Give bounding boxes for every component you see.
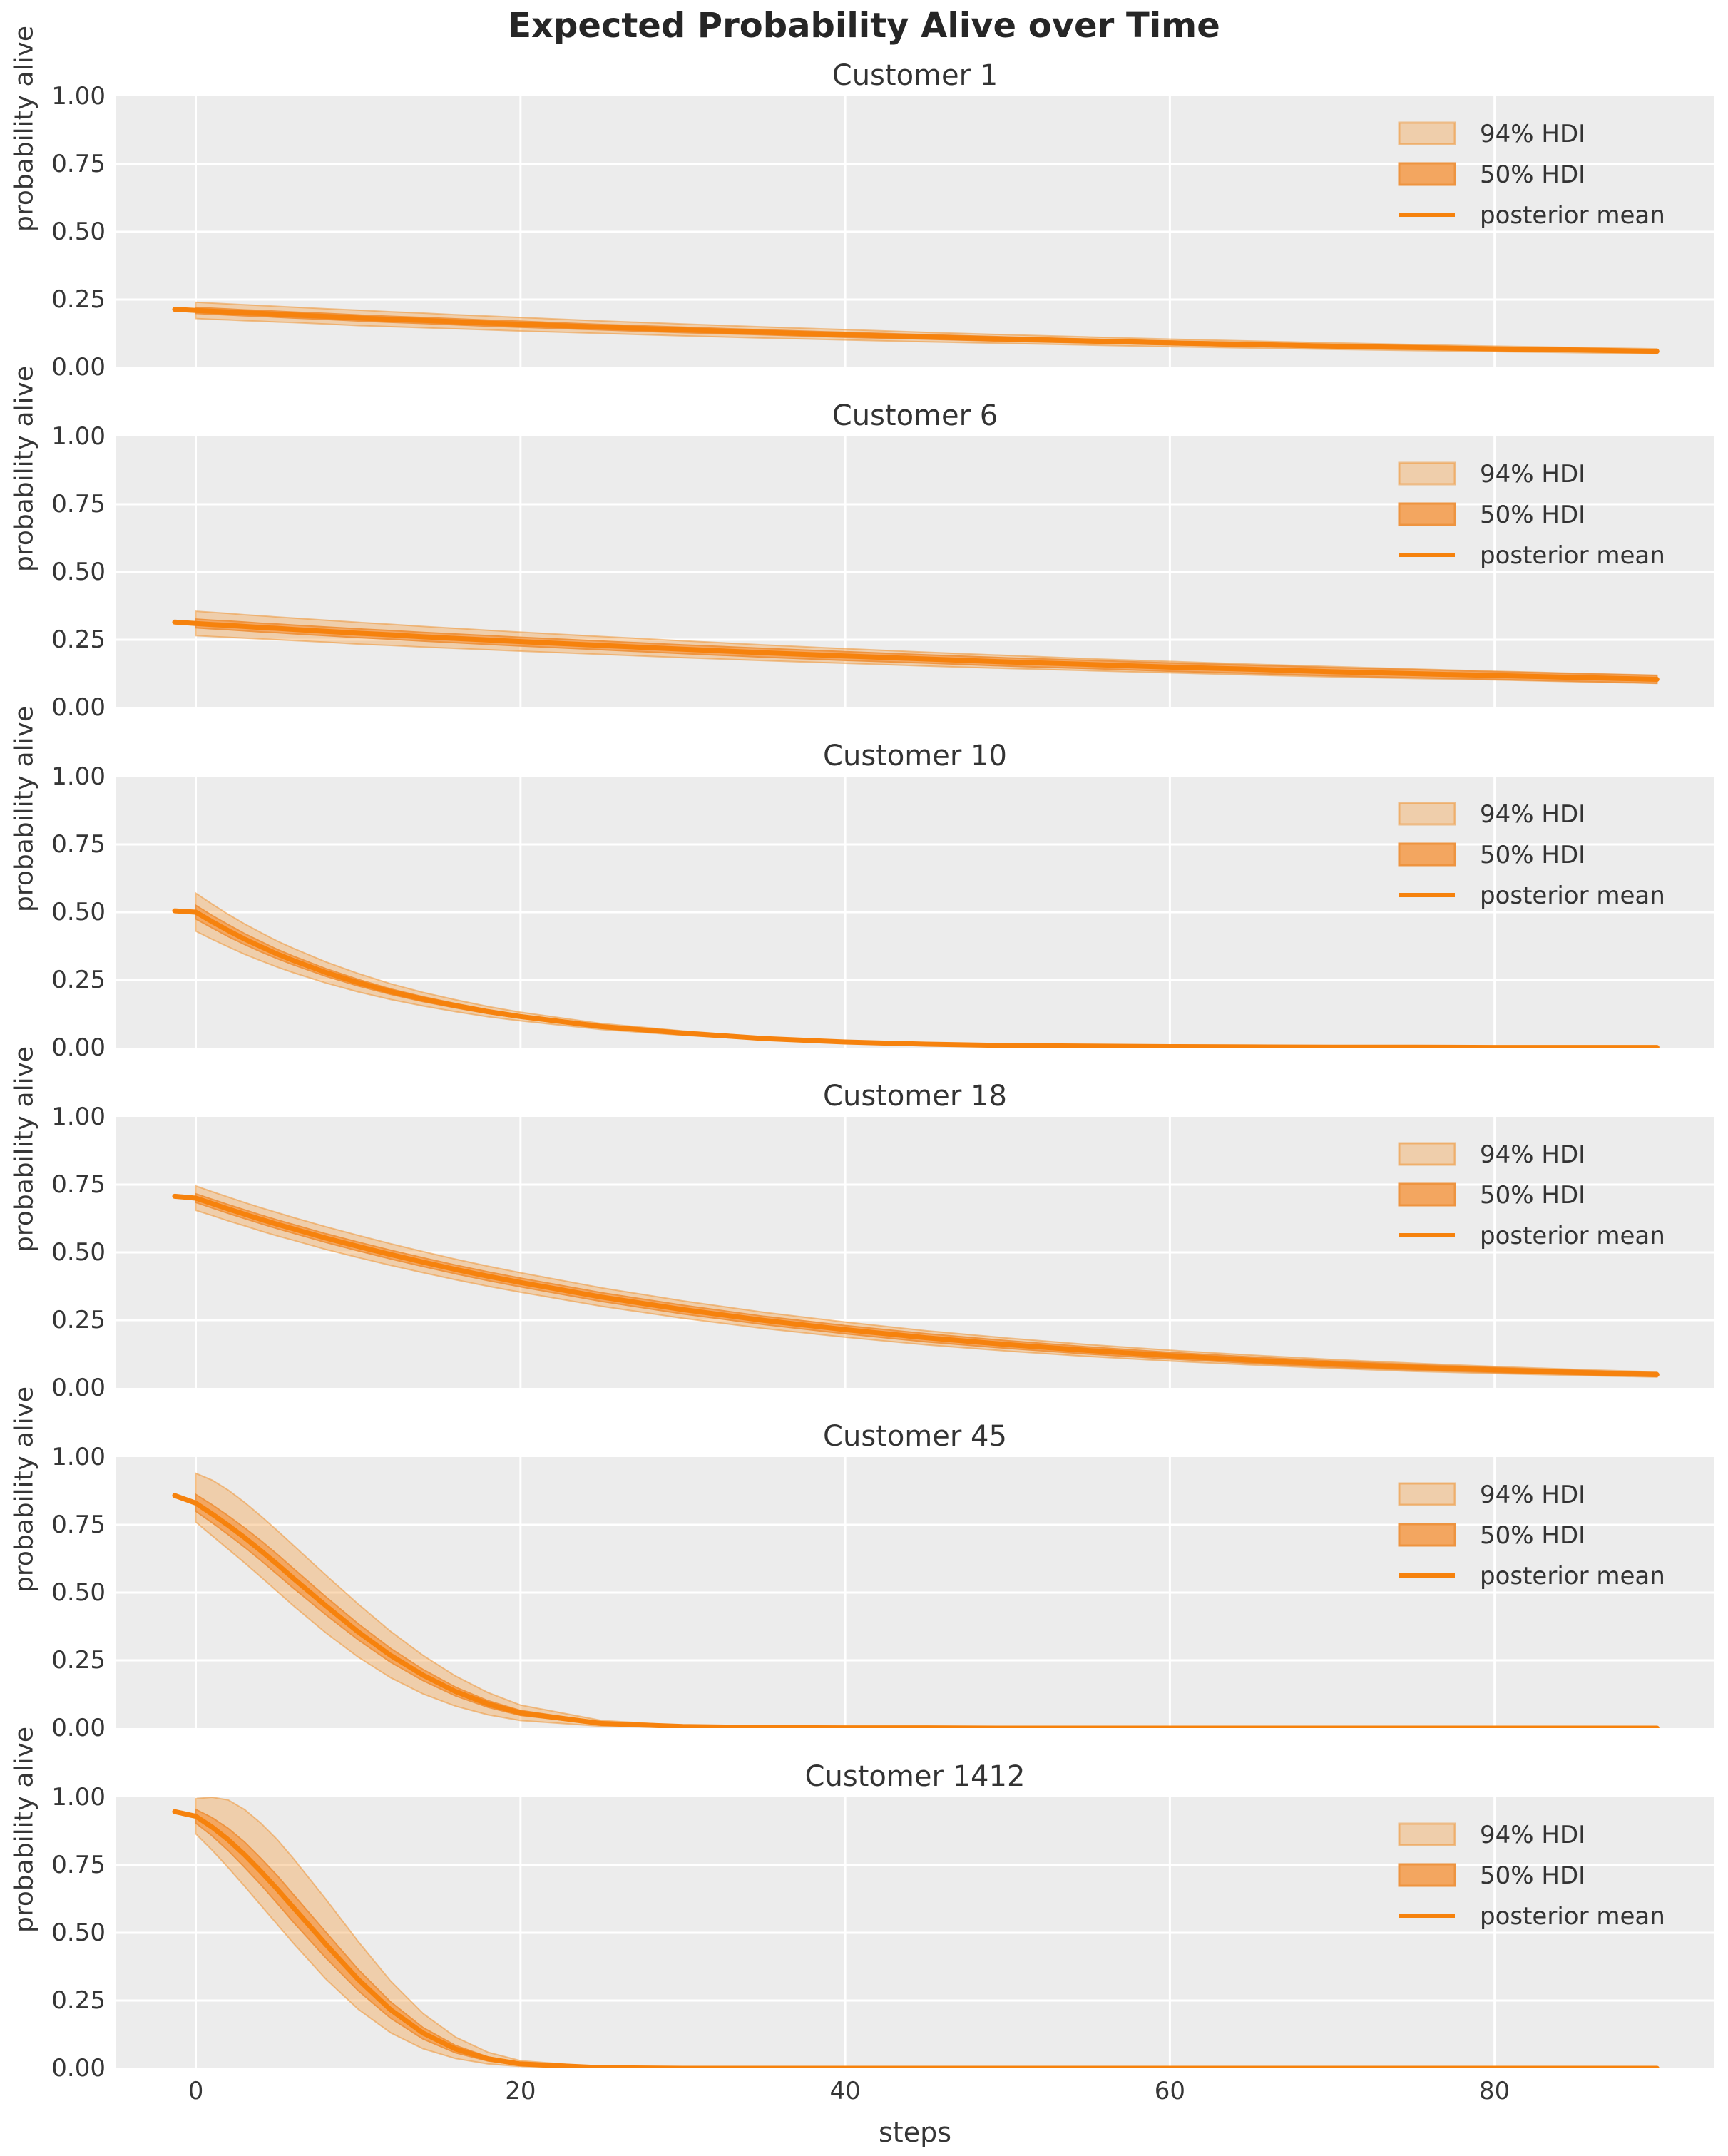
legend-label: posterior mean xyxy=(1480,1902,1665,1931)
hdi-94-band xyxy=(195,1797,1657,2068)
y-tick-label: 1.00 xyxy=(51,1783,106,1812)
subplot-customer-18: 94% HDI 50% HDI posterior mean xyxy=(116,1117,1714,1388)
legend-label: 50% HDI xyxy=(1480,841,1585,869)
y-tick-label: 0.00 xyxy=(51,1714,106,1742)
y-tick-label: 0.50 xyxy=(51,1578,106,1607)
subplot-customer-10: 94% HDI 50% HDI posterior mean xyxy=(116,777,1714,1048)
y-tick-label: 1.00 xyxy=(51,762,106,791)
legend-94-hdi-swatch xyxy=(1398,461,1456,486)
y-tick-label: 0.75 xyxy=(51,1851,106,1879)
y-tick-label: 0.00 xyxy=(51,353,106,382)
y-tick-label: 0.00 xyxy=(51,1374,106,1402)
y-tick-label: 0.50 xyxy=(51,1919,106,1947)
legend-label: posterior mean xyxy=(1480,541,1665,570)
legend-label: 50% HDI xyxy=(1480,501,1585,529)
subplot-customer-1: 94% HDI 50% HDI posterior mean xyxy=(116,96,1714,367)
legend-50-hdi-swatch xyxy=(1398,1182,1456,1207)
legend-label: 50% HDI xyxy=(1480,1521,1585,1550)
subplot-customer-45: 94% HDI 50% HDI posterior mean xyxy=(116,1457,1714,1728)
hdi-50-band xyxy=(195,618,1658,684)
posterior-mean-line xyxy=(172,619,1660,682)
subplot-title-customer-10: Customer 10 xyxy=(823,740,1007,772)
y-tick-label: 0.75 xyxy=(51,830,106,859)
hdi-94-band xyxy=(195,1472,1658,1728)
legend-label: 94% HDI xyxy=(1480,1140,1585,1169)
y-tick-label: 0.50 xyxy=(51,558,106,586)
legend-50-hdi-swatch xyxy=(1398,1863,1456,1887)
legend-label: 94% HDI xyxy=(1480,120,1585,148)
y-tick-label: 0.00 xyxy=(51,693,106,722)
legend-label: 94% HDI xyxy=(1480,1821,1585,1849)
legend-label: 50% HDI xyxy=(1480,1181,1585,1210)
x-tick-label: 0 xyxy=(188,2077,204,2105)
legend-50-hdi-swatch xyxy=(1398,162,1456,186)
x-axis-label: steps xyxy=(879,2117,951,2148)
subplot-title-customer-18: Customer 18 xyxy=(823,1080,1007,1113)
y-tick-label: 1.00 xyxy=(51,82,106,111)
y-tick-label: 0.25 xyxy=(51,966,106,994)
legend-94-hdi-swatch xyxy=(1398,802,1456,826)
y-tick-label: 0.75 xyxy=(51,1511,106,1539)
subplot-title-customer-1412: Customer 1412 xyxy=(804,1760,1026,1793)
x-tick-label: 40 xyxy=(829,2077,861,2105)
y-tick-label: 0.75 xyxy=(51,150,106,178)
legend-94-hdi-swatch xyxy=(1398,121,1456,145)
y-tick-label: 0.75 xyxy=(51,1170,106,1199)
posterior-mean-line xyxy=(172,908,1660,1048)
legend-label: posterior mean xyxy=(1480,1222,1665,1250)
legend-label: posterior mean xyxy=(1480,882,1665,910)
posterior-mean-line xyxy=(172,1193,1660,1377)
x-tick-label: 80 xyxy=(1479,2077,1510,2105)
subplot-title-customer-1: Customer 1 xyxy=(832,59,998,92)
hdi-50-band xyxy=(195,1808,1657,2068)
figure-title: Expected Probability Alive over Time xyxy=(508,6,1220,46)
y-tick-label: 0.00 xyxy=(51,2054,106,2083)
posterior-mean-line xyxy=(172,1493,1660,1728)
legend-50-hdi-swatch xyxy=(1398,842,1456,867)
y-tick-label: 0.25 xyxy=(51,625,106,654)
legend-label: 94% HDI xyxy=(1480,460,1585,489)
legend-label: 94% HDI xyxy=(1480,800,1585,829)
y-tick-label: 1.00 xyxy=(51,422,106,451)
legend-50-hdi-swatch xyxy=(1398,1523,1456,1547)
y-tick-label: 0.50 xyxy=(51,1238,106,1267)
y-tick-label: 0.25 xyxy=(51,285,106,314)
y-tick-label: 0.25 xyxy=(51,1306,106,1334)
legend-label: 50% HDI xyxy=(1480,1861,1585,1890)
hdi-50-band xyxy=(195,904,1657,1048)
legend-label: posterior mean xyxy=(1480,201,1665,230)
subplot-title-customer-45: Customer 45 xyxy=(823,1420,1007,1453)
legend-94-hdi-swatch xyxy=(1398,1142,1456,1166)
y-tick-label: 0.50 xyxy=(51,218,106,246)
hdi-50-band xyxy=(195,1493,1657,1728)
y-tick-label: 0.25 xyxy=(51,1646,106,1675)
x-tick-label: 20 xyxy=(505,2077,536,2105)
legend-94-hdi-swatch xyxy=(1398,1822,1456,1846)
y-tick-label: 1.00 xyxy=(51,1103,106,1131)
y-tick-label: 0.00 xyxy=(51,1033,106,1062)
y-tick-label: 0.50 xyxy=(51,898,106,926)
y-tick-label: 0.75 xyxy=(51,490,106,518)
subplot-customer-1412: 94% HDI 50% HDI posterior mean xyxy=(116,1797,1714,2068)
subplot-title-customer-6: Customer 6 xyxy=(832,399,998,432)
legend-label: posterior mean xyxy=(1480,1562,1665,1590)
legend-50-hdi-swatch xyxy=(1398,502,1456,526)
legend-94-hdi-swatch xyxy=(1398,1482,1456,1506)
posterior-mean-line xyxy=(172,307,1660,354)
legend-label: 50% HDI xyxy=(1480,160,1585,189)
hdi-94-band xyxy=(195,891,1657,1048)
x-tick-label: 60 xyxy=(1154,2077,1186,2105)
hdi-94-band xyxy=(195,1185,1658,1378)
hdi-50-band xyxy=(195,1192,1658,1378)
y-tick-label: 1.00 xyxy=(51,1443,106,1471)
subplot-customer-6: 94% HDI 50% HDI posterior mean xyxy=(116,436,1714,707)
y-tick-label: 0.25 xyxy=(51,1986,106,2015)
legend-label: 94% HDI xyxy=(1480,1481,1585,1509)
posterior-mean-line xyxy=(172,1809,1660,2068)
